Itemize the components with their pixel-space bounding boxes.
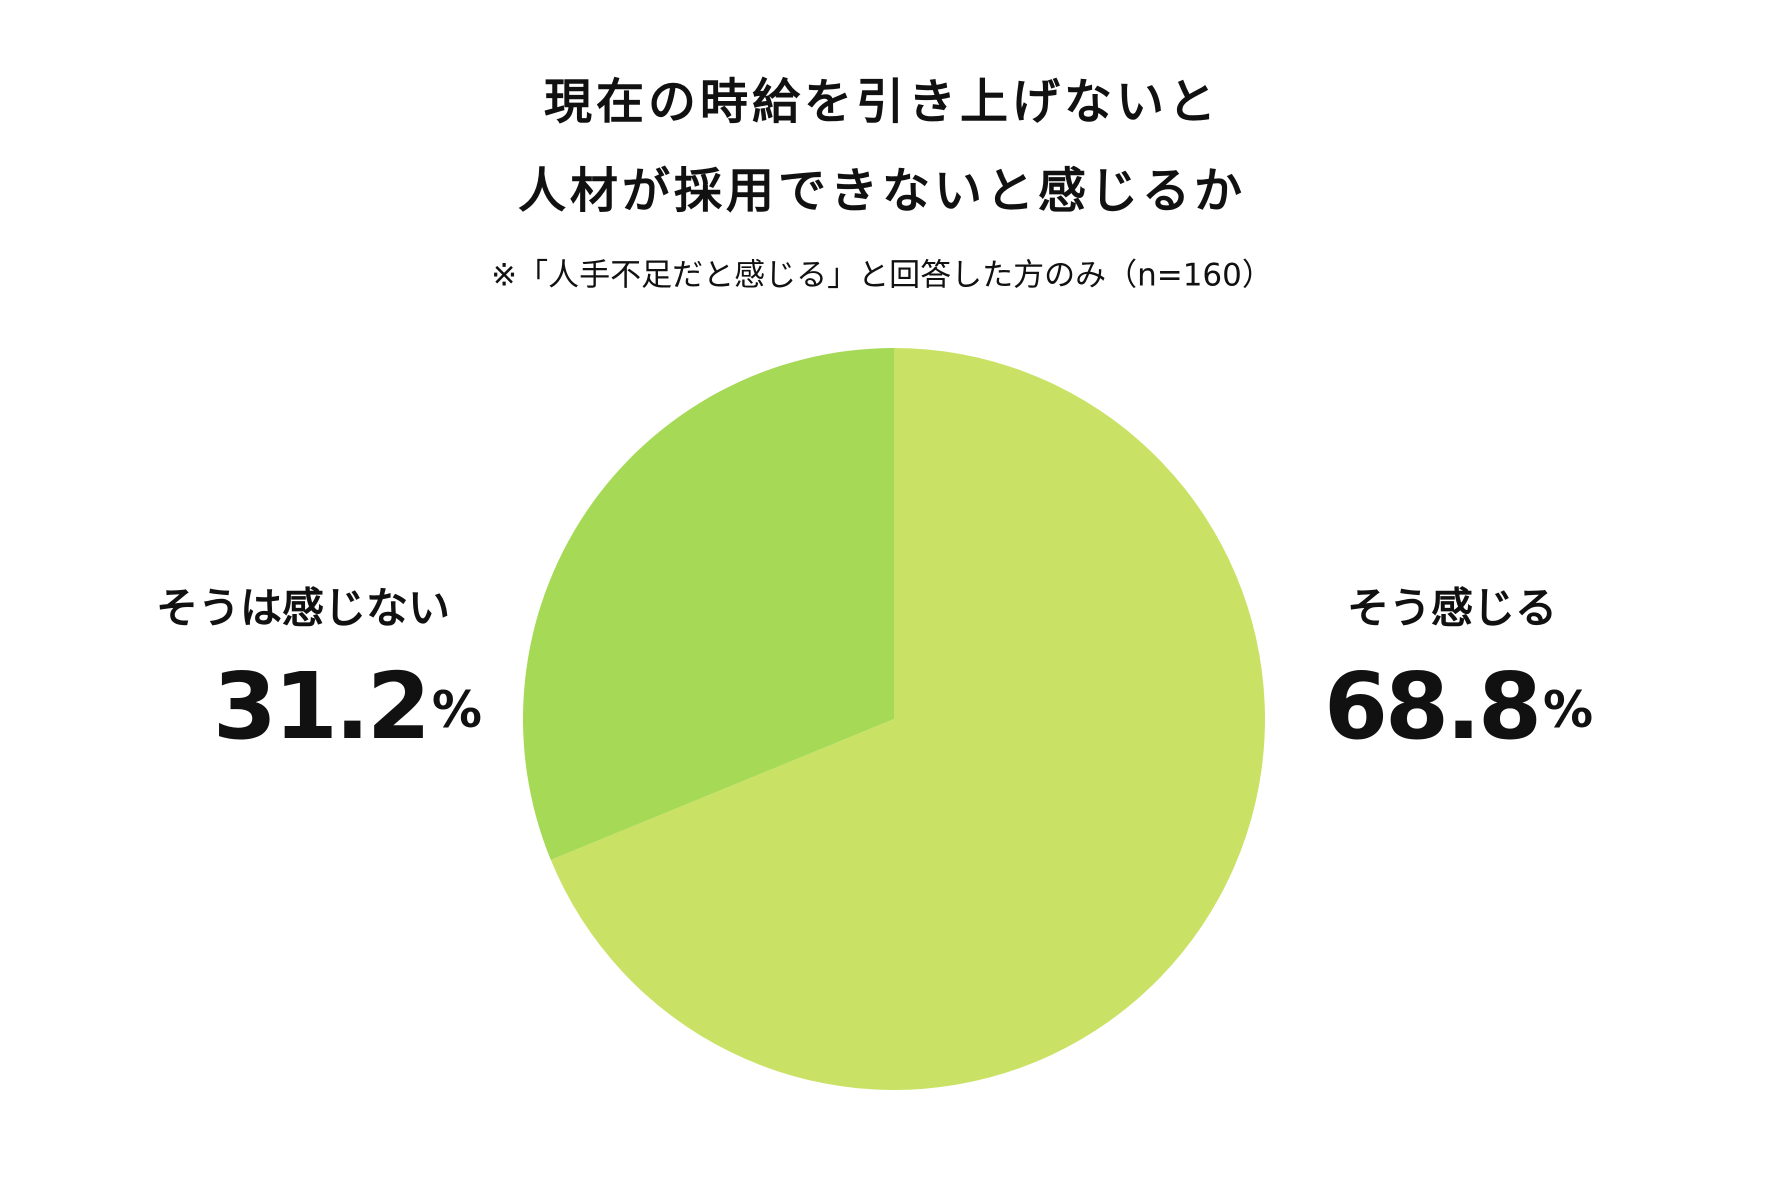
category-label: そう感じる (1347, 584, 1557, 633)
chart-subtitle: ※「人手不足だと感じる」と回答した方のみ（n=160） (491, 258, 1273, 294)
pie-slice (523, 348, 894, 860)
value-label: 31.2% (213, 653, 482, 760)
chart-title: 人材が採用できないと感じるか (518, 163, 1246, 219)
chart-title: 現在の時給を引き上げないと (544, 74, 1220, 130)
value-label: 68.8% (1324, 653, 1593, 760)
pie-slice (550, 348, 1266, 1090)
category-label: そうは感じない (156, 584, 450, 633)
